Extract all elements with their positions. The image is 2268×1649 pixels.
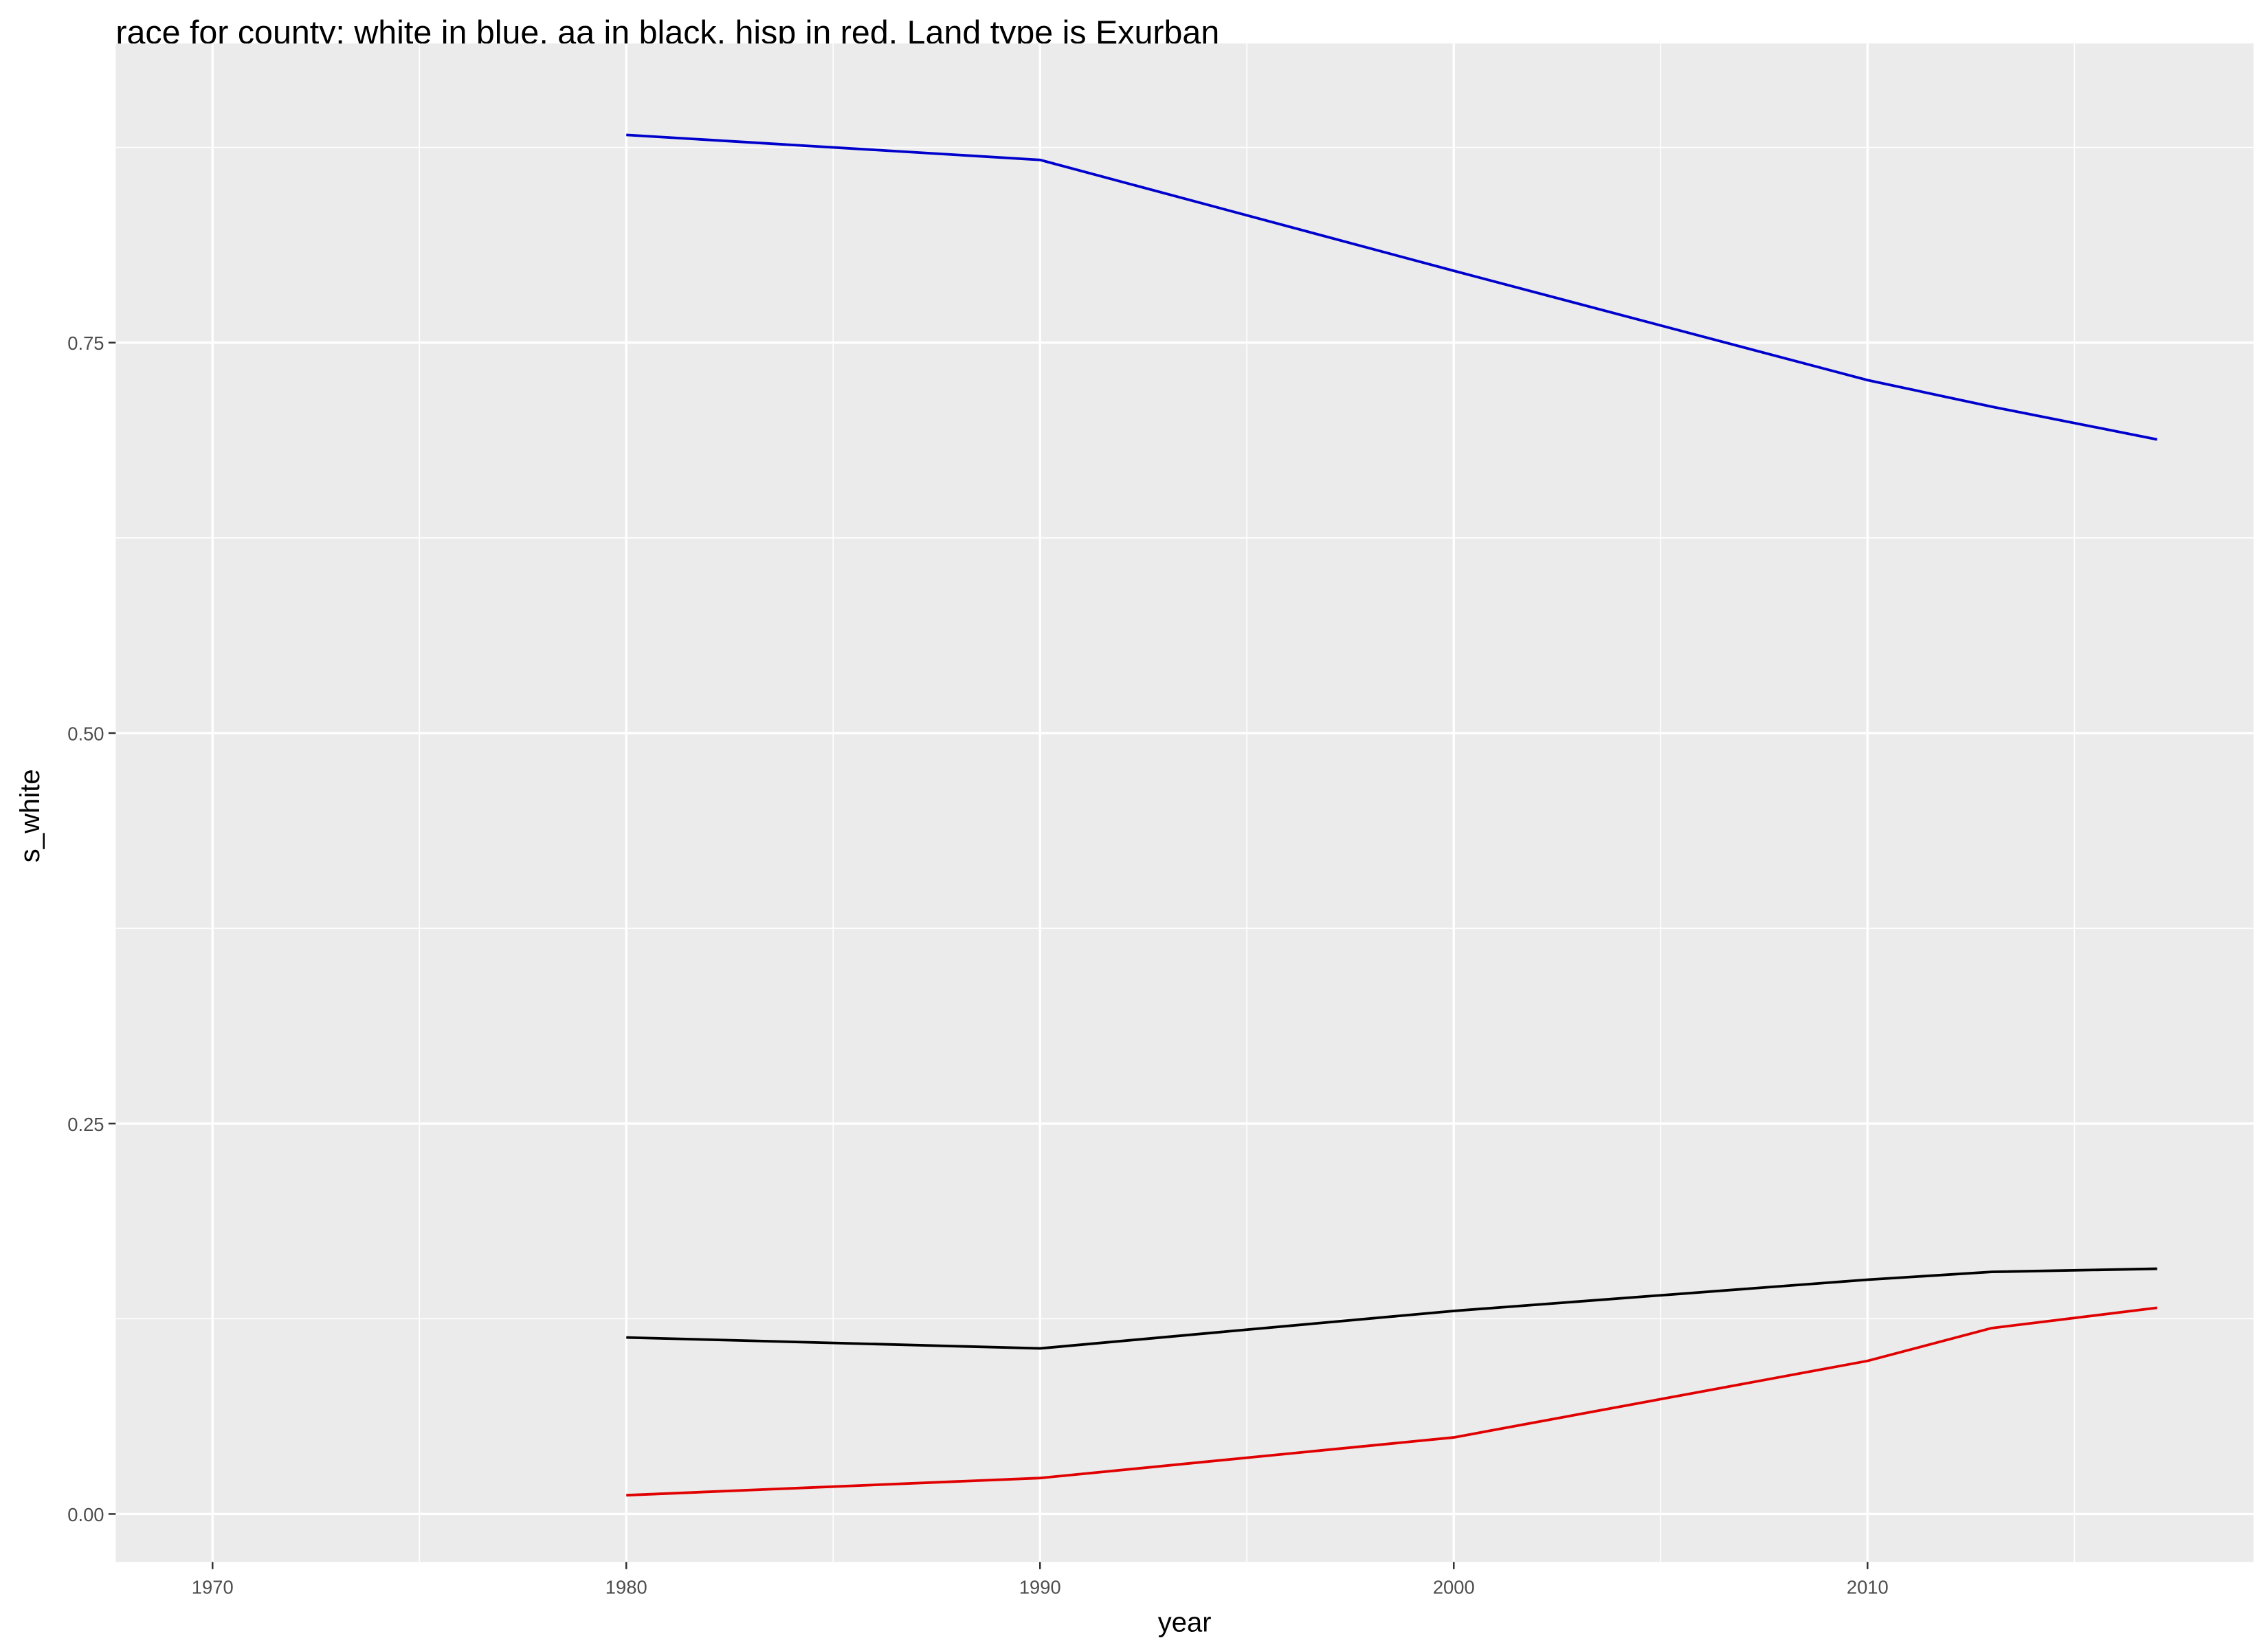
y-axis-title: s_white <box>15 769 45 862</box>
x-tick-label: 1970 <box>192 1577 234 1598</box>
x-axis-title: year <box>1158 1608 1212 1638</box>
plot-panel <box>115 43 2254 1562</box>
y-tick-label: 0.75 <box>67 333 104 354</box>
x-tick-label: 1990 <box>1019 1577 1061 1598</box>
series-line <box>626 1306 2157 1497</box>
x-tick-label: 1980 <box>605 1577 647 1598</box>
y-tick-label: 0.25 <box>67 1114 104 1135</box>
x-tick-label: 2010 <box>1847 1577 1889 1598</box>
x-tick-label: 2000 <box>1433 1577 1475 1598</box>
series-line <box>626 1267 2157 1350</box>
y-tick-label: 0.00 <box>67 1504 104 1525</box>
y-tick-label: 0.50 <box>67 723 104 744</box>
series-line <box>626 133 2158 441</box>
